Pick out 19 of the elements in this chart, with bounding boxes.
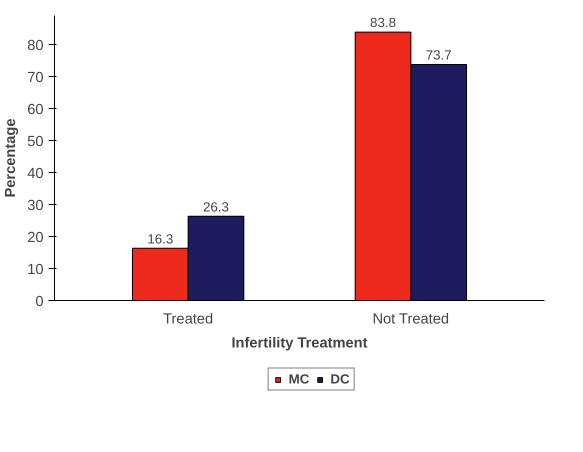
x-tick-label: Not Treated [372, 312, 450, 328]
y-tick-label: 40 [27, 166, 44, 182]
y-tick-label: 70 [27, 70, 44, 86]
y-tick-label: 50 [27, 134, 44, 150]
y-axis-title: Percentage [3, 118, 20, 198]
y-tick-label: 60 [27, 102, 44, 118]
legend-label: DC [330, 372, 350, 386]
data-label: 83.8 [370, 15, 396, 30]
y-tick-label: 0 [35, 294, 44, 310]
x-tick-label: Treated [163, 312, 214, 328]
y-tick-label: 30 [27, 198, 44, 214]
data-label: 73.7 [426, 47, 452, 62]
y-tick-label: 80 [27, 38, 44, 54]
y-tick-label: 20 [27, 230, 44, 246]
legend-label: MC [288, 372, 310, 386]
x-axis-title: Infertility Treatment [231, 336, 368, 352]
data-label: 16.3 [147, 231, 174, 246]
y-tick-label: 10 [27, 262, 44, 278]
data-label: 26.3 [203, 199, 229, 214]
